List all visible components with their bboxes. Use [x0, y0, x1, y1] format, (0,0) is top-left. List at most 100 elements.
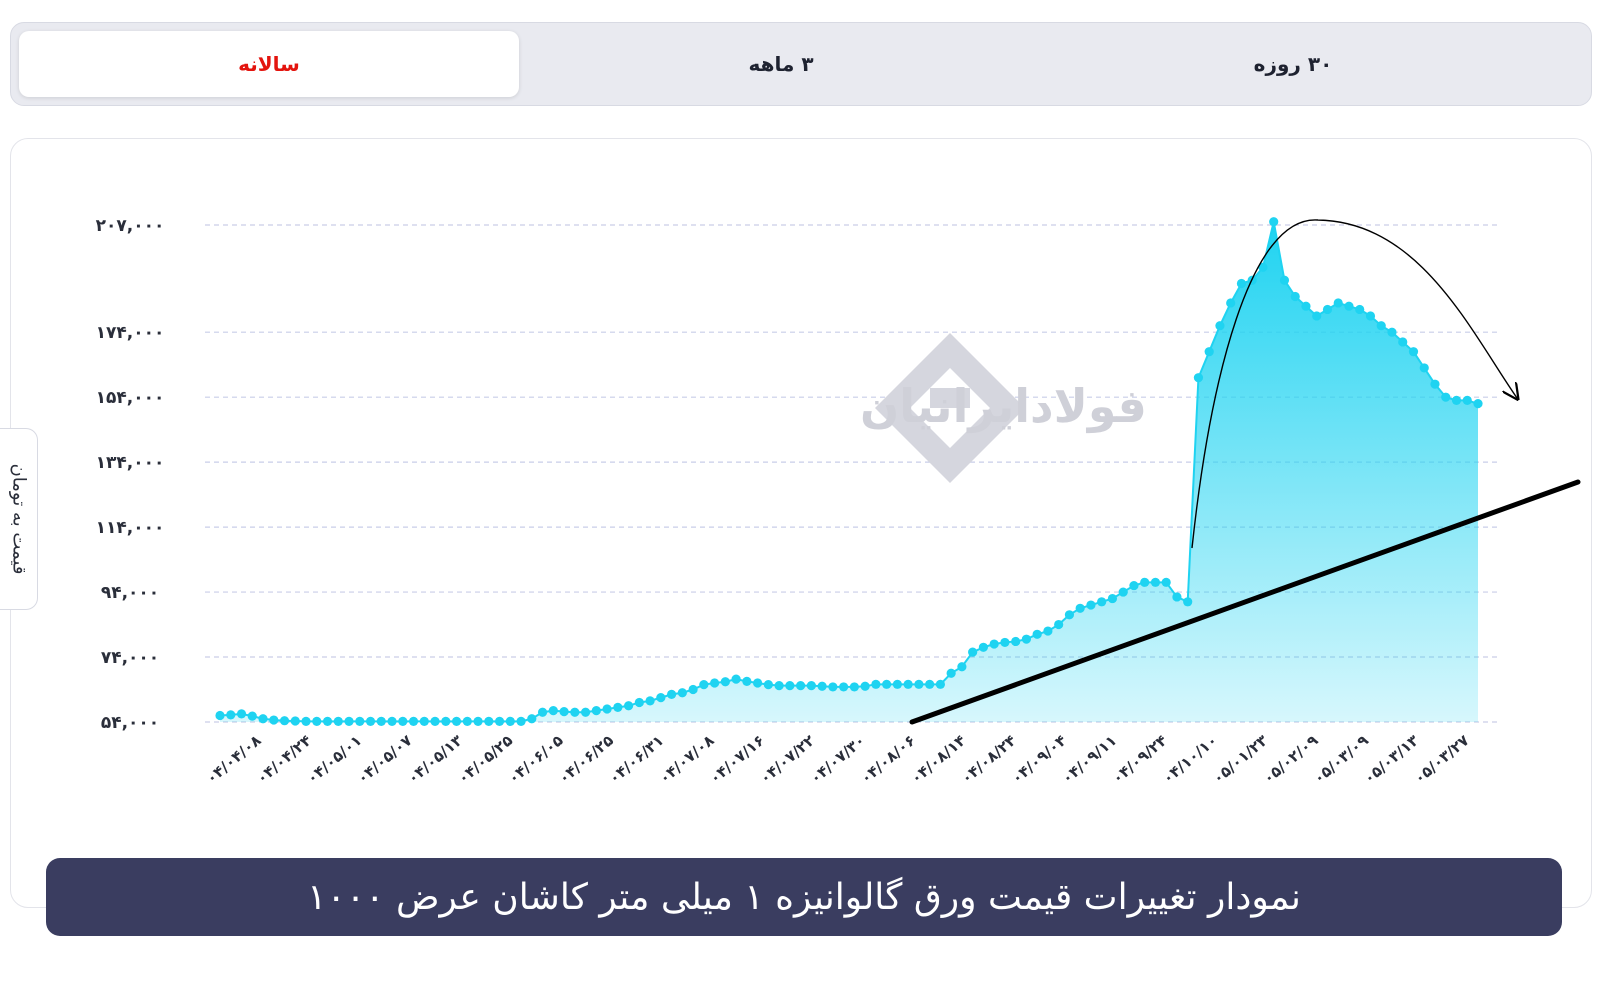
- x-tick-label: ۰۴/۰۹/۱۱: [1058, 731, 1120, 787]
- chart-title: نمودار تغییرات قیمت ورق گالوانیزه ۱ میلی…: [307, 876, 1301, 918]
- data-point: [656, 693, 666, 703]
- data-point: [1193, 373, 1204, 383]
- y-axis-label-tab: [0, 428, 38, 610]
- x-tick-label: ۰۴/۰۵/۰۷: [354, 731, 416, 787]
- data-point: [570, 707, 580, 717]
- data-point: [215, 710, 225, 721]
- data-point: [1322, 304, 1333, 315]
- x-tick-label: ۰۴/۰۷/۳۰: [807, 731, 869, 787]
- data-point: [473, 716, 483, 726]
- data-point: [1183, 597, 1193, 607]
- x-tick-label: ۰۴/۰۵/۲۵: [454, 731, 516, 787]
- data-point: [839, 682, 849, 692]
- data-point: [785, 681, 795, 691]
- data-point: [344, 716, 354, 726]
- data-point: [1021, 634, 1032, 644]
- data-point: [806, 681, 816, 691]
- tab-yearly[interactable]: سالانه: [19, 31, 519, 97]
- data-point: [516, 716, 526, 726]
- data-point: [645, 696, 655, 706]
- y-tick-label: ۱۷۴,۰۰۰: [96, 323, 165, 343]
- data-point: [419, 716, 429, 726]
- x-tick-label: ۰۴/۰۸/۱۴: [907, 731, 969, 787]
- data-point: [871, 679, 881, 689]
- data-point: [720, 677, 730, 687]
- data-point: [1226, 298, 1236, 308]
- data-point: [1290, 291, 1300, 302]
- data-point: [1161, 577, 1171, 587]
- data-point: [1215, 321, 1225, 331]
- data-point: [613, 702, 623, 712]
- data-point: [677, 688, 687, 698]
- peak-arc-arrow: [1191, 219, 1517, 549]
- data-point: [709, 678, 720, 688]
- tab-30-days[interactable]: ۳۰ روزه: [1253, 52, 1333, 76]
- x-tick-label: ۰۵/۰۳/۱۳: [1360, 731, 1422, 787]
- data-point: [505, 716, 515, 726]
- period-tab-bar: سالانه ۳ ماهه ۳۰ روزه: [10, 22, 1592, 106]
- data-point: [548, 706, 558, 716]
- x-tick-label: ۰۴/۰۴/۰۸: [203, 731, 265, 787]
- data-point: [1441, 392, 1451, 402]
- data-point: [925, 679, 935, 689]
- y-tick-label: ۱۳۴,۰۰۰: [96, 453, 165, 473]
- data-point: [1129, 580, 1139, 591]
- data-point: [946, 668, 956, 678]
- data-point: [774, 681, 784, 691]
- data-point: [957, 662, 967, 672]
- data-point: [1279, 275, 1290, 285]
- data-point: [1075, 603, 1085, 613]
- data-point: [1032, 629, 1042, 639]
- data-point: [968, 647, 978, 657]
- data-point: [1376, 321, 1386, 331]
- data-point: [462, 716, 472, 726]
- data-point: [312, 716, 322, 726]
- data-point: [602, 704, 612, 714]
- data-point: [236, 709, 247, 719]
- data-point: [763, 680, 773, 690]
- x-tick-label: ۰۵/۰۲/۰۹: [1260, 731, 1322, 787]
- x-tick-label: ۰۴/۰۸/۰۶: [857, 731, 919, 787]
- data-point: [1118, 587, 1128, 597]
- x-tick-label: ۰۴/۰۷/۱۶: [706, 731, 768, 787]
- data-point: [742, 676, 752, 686]
- data-point: [623, 701, 634, 711]
- y-tick-label: ۱۵۴,۰۰۰: [96, 388, 165, 408]
- data-point: [387, 716, 397, 726]
- x-tick-label: ۰۴/۰۴/۲۴: [253, 731, 315, 787]
- y-tick-label: ۲۰۷,۰۰۰: [96, 216, 165, 236]
- x-tick-label: ۰۴/۰۶/۳۱: [605, 731, 667, 787]
- data-point: [226, 710, 236, 720]
- data-point: [1107, 593, 1118, 604]
- data-point: [1312, 311, 1322, 321]
- data-point: [441, 716, 451, 726]
- tab-3-months[interactable]: ۳ ماهه: [748, 52, 814, 76]
- data-point: [1333, 298, 1343, 308]
- data-point: [1054, 619, 1064, 630]
- x-tick-label: ۰۴/۰۷/۲۲: [756, 731, 818, 787]
- data-point: [398, 716, 408, 726]
- data-point: [1097, 597, 1107, 607]
- data-point: [258, 714, 268, 724]
- data-point: [365, 716, 376, 726]
- data-point: [882, 679, 892, 689]
- data-point: [1000, 637, 1010, 648]
- data-point: [1451, 395, 1462, 406]
- x-tick-label: ۰۴/۰۸/۲۴: [958, 731, 1020, 787]
- data-point: [1419, 363, 1429, 373]
- data-point: [322, 716, 333, 726]
- y-tick-label: ۵۴,۰۰۰: [101, 713, 159, 733]
- data-point: [1301, 301, 1311, 311]
- price-line: [219, 221, 1479, 723]
- data-point: [688, 684, 698, 695]
- x-tick-label: ۰۴/۰۶/۲۵: [555, 731, 617, 787]
- x-tick-label: ۰۴/۱۰/۱۰: [1159, 731, 1221, 787]
- data-point: [1387, 327, 1397, 337]
- price-area: [220, 221, 1478, 722]
- data-point: [1204, 347, 1214, 357]
- data-point: [1086, 600, 1096, 610]
- x-tick-label: ۰۴/۰۷/۰۸: [656, 731, 718, 787]
- x-tick-label: ۰۴/۰۹/۲۴: [1109, 731, 1171, 787]
- data-point: [376, 716, 386, 726]
